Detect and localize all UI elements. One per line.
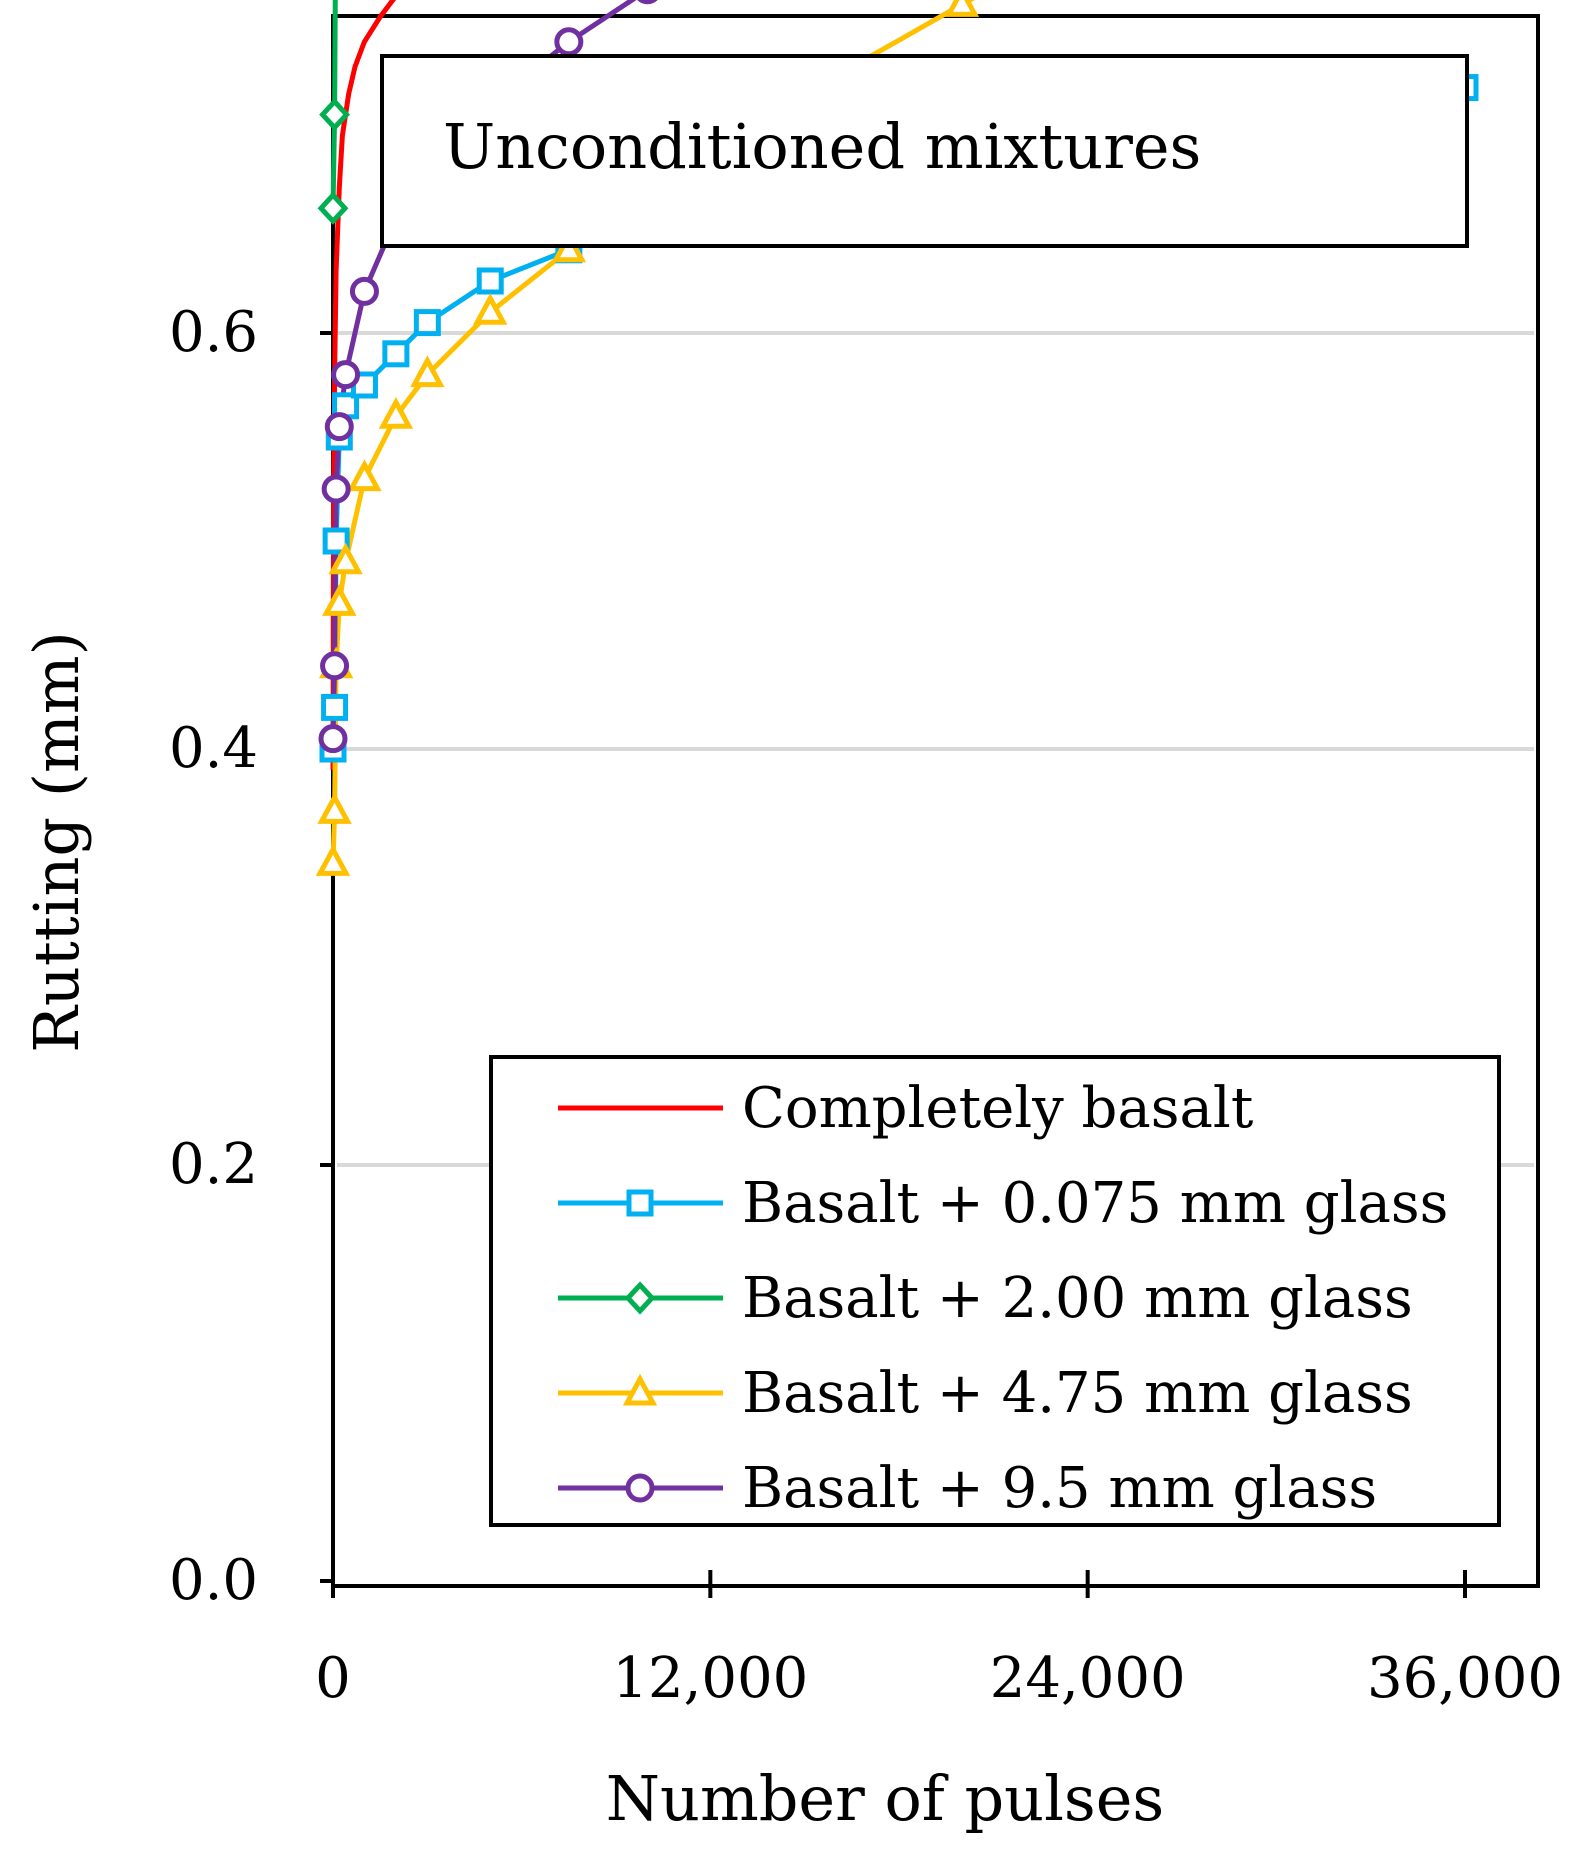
circle-marker xyxy=(324,412,354,442)
series-line xyxy=(330,0,397,770)
square-marker xyxy=(476,267,504,295)
y-tick-label: 0.0 xyxy=(169,1548,258,1613)
diamond-marker xyxy=(319,97,350,132)
y-tick-labels: 0.00.20.40.60.81.01.21.4 xyxy=(169,300,258,1613)
x-tick-label: 12,000 xyxy=(612,1646,808,1711)
square-marker xyxy=(413,309,441,337)
annotation-text: Unconditioned mixtures xyxy=(443,110,1201,183)
triangle-marker xyxy=(322,584,357,616)
legend-entry: Completely basalt xyxy=(558,1076,1254,1141)
legend-frame xyxy=(489,1055,1501,1527)
legend-entry: Basalt + 9.5 mm glass xyxy=(558,1456,1377,1521)
legend-entry: Basalt + 2.00 mm glass xyxy=(558,1266,1413,1331)
triangle-marker xyxy=(347,459,382,492)
triangle-marker xyxy=(944,0,980,17)
circle-marker xyxy=(321,474,351,504)
x-tick-labels: 0 12,000 24,000 36,000 xyxy=(315,1646,1563,1711)
circle-marker xyxy=(331,360,361,390)
legend-entry: Basalt + 4.75 mm glass xyxy=(558,1361,1413,1426)
square-marker xyxy=(382,340,410,368)
square-marker xyxy=(322,527,350,555)
triangle-marker xyxy=(410,355,445,388)
legend-label: Completely basalt xyxy=(742,1076,1254,1141)
circle-marker xyxy=(318,724,348,754)
y-axis-title: Rutting (mm) xyxy=(20,631,93,1053)
legend-label: Basalt + 0.075 mm glass xyxy=(742,1171,1448,1236)
triangle-marker xyxy=(378,396,414,429)
square-marker xyxy=(626,1189,654,1217)
legend-label: Basalt + 4.75 mm glass xyxy=(742,1361,1413,1426)
circle-marker xyxy=(554,27,584,57)
x-tick-label: 36,000 xyxy=(1367,1646,1563,1711)
x-tick-label: 24,000 xyxy=(990,1646,1186,1711)
axes xyxy=(320,331,1467,1598)
triangle-marker xyxy=(622,1373,658,1406)
legend-label: Basalt + 9.5 mm glass xyxy=(742,1456,1377,1521)
circle-marker xyxy=(320,651,350,681)
circle-marker xyxy=(625,1473,655,1503)
x-tick-label: 0 xyxy=(315,1646,351,1711)
diamond-marker xyxy=(624,1281,656,1315)
y-tick-label: 0.6 xyxy=(169,300,258,365)
x-axis-title: Number of pulses xyxy=(606,1762,1164,1835)
annotation-frame xyxy=(380,54,1469,248)
triangle-marker xyxy=(315,844,351,876)
annotation-box: Unconditioned mixtures xyxy=(380,54,1469,248)
diamond-marker xyxy=(317,191,349,225)
triangle-marker xyxy=(473,292,508,325)
legend-entry: Basalt + 0.075 mm glass xyxy=(558,1171,1448,1236)
triangle-marker xyxy=(317,792,352,824)
legend-label: Basalt + 2.00 mm glass xyxy=(742,1266,1413,1331)
triangle-marker xyxy=(328,542,363,575)
legend: Completely basalt Basalt + 0.075 mm glass… xyxy=(489,1055,1501,1527)
y-tick-label: 0.2 xyxy=(169,1132,258,1197)
y-tick-label: 0.4 xyxy=(169,716,258,781)
circle-marker xyxy=(637,0,658,5)
series-line xyxy=(330,0,975,864)
square-marker xyxy=(321,693,349,721)
circle-marker xyxy=(349,276,379,306)
